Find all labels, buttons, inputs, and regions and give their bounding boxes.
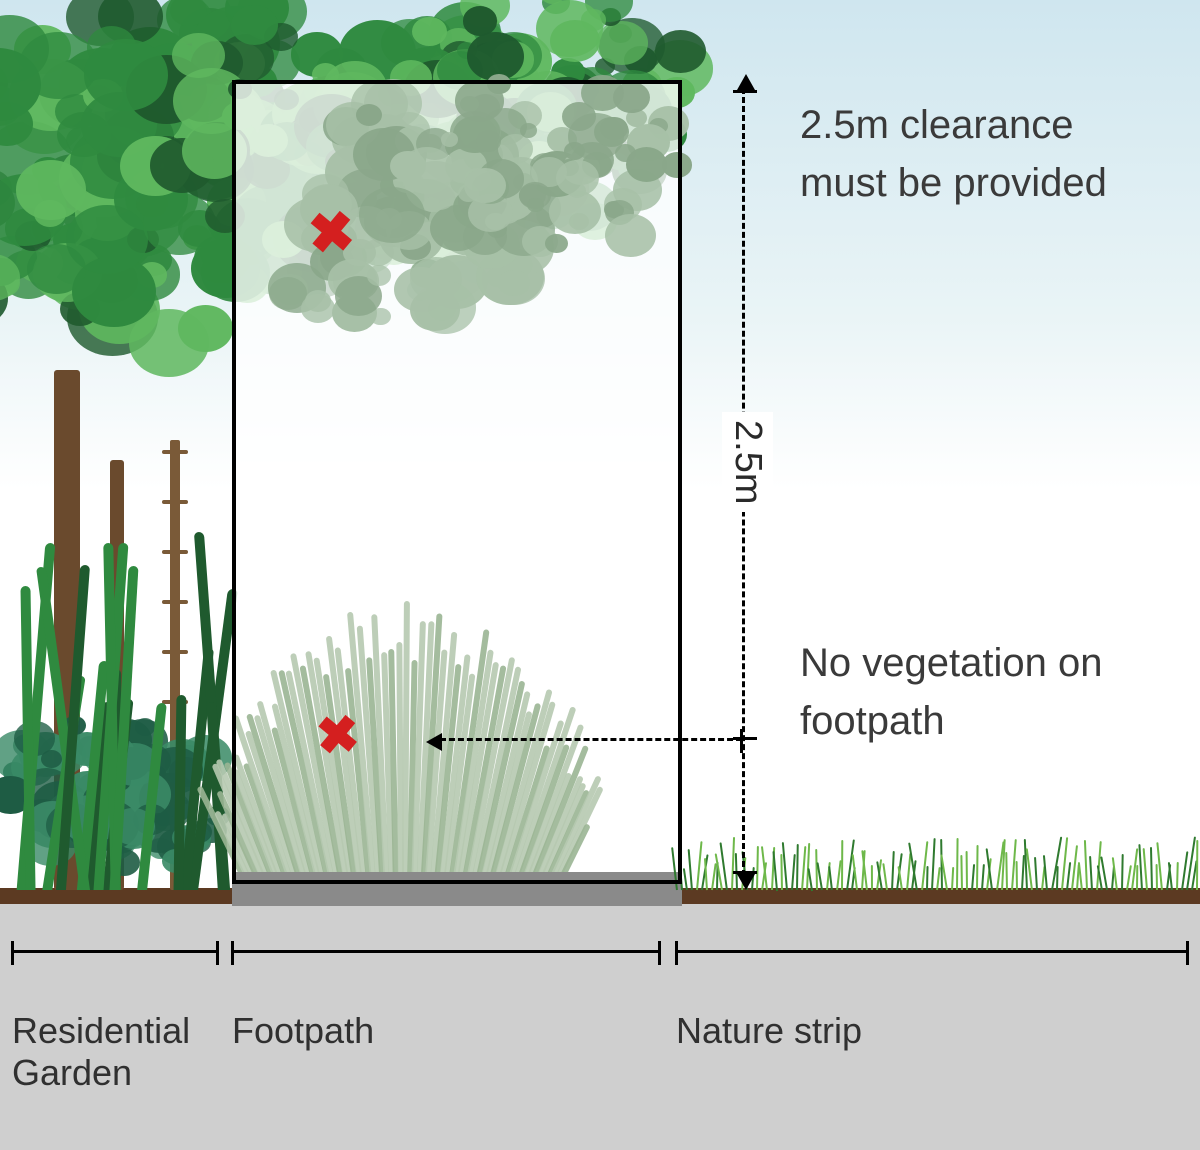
violation-x-icon: ✖ bbox=[313, 704, 362, 768]
clearance-note: 2.5m clearance must be provided bbox=[800, 96, 1160, 212]
dimension-cap bbox=[733, 90, 757, 93]
section-bracket-nature bbox=[676, 950, 1188, 953]
dimension-cap bbox=[740, 729, 743, 753]
clearance-diagram: ✖ ✖ 2.5m 2.5m clearance must be provided… bbox=[0, 0, 1200, 1150]
arrow-up-icon bbox=[737, 74, 755, 90]
no-vegetation-note: No vegetation on footpath bbox=[800, 634, 1160, 750]
vegetation-pointer-line bbox=[440, 738, 742, 741]
section-bracket-footpath bbox=[232, 950, 660, 953]
arrow-left-icon bbox=[426, 733, 442, 751]
section-label-residential: Residential Garden bbox=[12, 1010, 190, 1094]
section-label-footpath: Footpath bbox=[232, 1010, 374, 1052]
dimension-cap bbox=[733, 871, 757, 874]
violation-x-icon: ✖ bbox=[305, 198, 357, 268]
section-bracket-residential bbox=[12, 950, 218, 953]
section-label-nature: Nature strip bbox=[676, 1010, 862, 1052]
height-dimension-label: 2.5m bbox=[722, 412, 773, 512]
arrow-down-icon bbox=[737, 874, 755, 890]
clearance-envelope bbox=[232, 80, 682, 884]
